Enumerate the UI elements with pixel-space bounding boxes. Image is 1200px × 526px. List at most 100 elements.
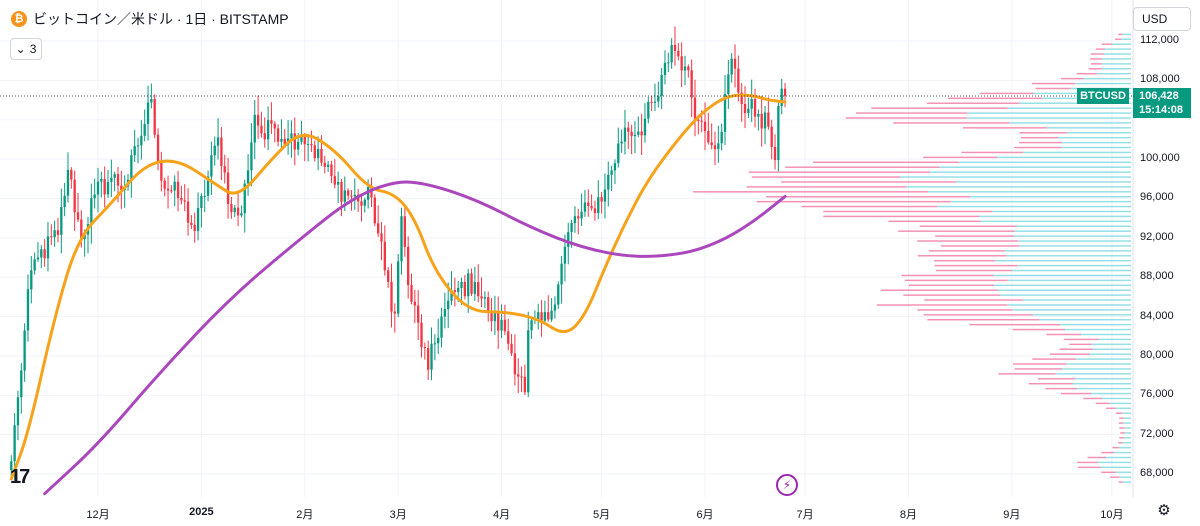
volume-profile-bar-up xyxy=(1123,437,1131,439)
volume-profile-bar-down xyxy=(926,102,1020,104)
gear-icon[interactable]: ⚙ xyxy=(1157,502,1171,519)
volume-profile-bar-down xyxy=(917,309,1013,311)
tradingview-logo[interactable]: 17 xyxy=(10,466,30,488)
volume-profile-bar-up xyxy=(900,176,1131,178)
indicators-toggle-button[interactable]: ⌄ 3 xyxy=(10,38,42,60)
volume-profile-bar-up xyxy=(1046,127,1131,129)
volume-profile-bar-up xyxy=(997,289,1131,291)
volume-profile-bar-down xyxy=(1087,456,1107,459)
volume-profile-bar-down xyxy=(1032,358,1076,360)
candle-body xyxy=(233,207,236,213)
candle-body xyxy=(363,199,366,206)
candle-body xyxy=(783,88,787,96)
candle-body xyxy=(493,310,497,322)
candle-body xyxy=(276,128,280,142)
candle-body xyxy=(30,270,33,290)
volume-profile-bar-down xyxy=(1119,437,1124,439)
time-tick-label: 9月 xyxy=(1003,509,1021,521)
volume-profile-bar-up xyxy=(1122,481,1131,483)
candle-body xyxy=(200,196,203,209)
candle-body xyxy=(173,181,176,191)
volume-profile-bar-up xyxy=(1122,412,1131,414)
candle-body xyxy=(116,174,120,186)
volume-profile-bar-down xyxy=(917,240,1019,242)
candle-body xyxy=(163,180,166,189)
grid xyxy=(0,0,1133,497)
candle-body xyxy=(283,138,286,145)
candle-body xyxy=(16,397,20,426)
volume-profile-bar-up xyxy=(1007,107,1131,109)
candle-body xyxy=(513,353,517,375)
time-tick-label: 2025 xyxy=(189,506,214,518)
price-tick-label: 112,000 xyxy=(1140,34,1179,46)
candle-body xyxy=(316,148,320,159)
candle-body xyxy=(166,188,170,191)
candle-body xyxy=(473,282,477,294)
candle-body xyxy=(687,66,690,71)
candle-body xyxy=(96,181,100,195)
symbol-title[interactable]: ビットコイン／米ドル · 1日 · BITSTAMP xyxy=(33,11,289,27)
volume-profile-bar-up xyxy=(1016,225,1131,227)
volume-profile-bar-down xyxy=(1045,387,1077,390)
volume-profile-bar-up xyxy=(980,220,1131,223)
price-tick-label: 88,000 xyxy=(1140,270,1174,283)
price-tick-label: 100,000 xyxy=(1140,152,1180,165)
candle-body xyxy=(66,169,70,196)
volume-profile-bar-up xyxy=(1018,240,1131,242)
volume-profile-bar-down xyxy=(908,284,994,287)
lightning-icon[interactable]: ⚡ xyxy=(776,474,798,496)
candle-body xyxy=(713,145,717,150)
candle-body xyxy=(260,125,263,134)
candle-body xyxy=(600,197,603,202)
volume-profile-bar-up xyxy=(939,166,1131,168)
volume-profile-bar-up xyxy=(1019,102,1131,104)
candle-body xyxy=(730,58,733,75)
candle-body xyxy=(620,141,623,144)
volume-profile-bar-up xyxy=(1081,333,1131,336)
candle-body xyxy=(443,309,447,317)
candle-body xyxy=(663,62,667,75)
volume-profile-bar-up xyxy=(1058,136,1131,139)
candle-body xyxy=(90,198,93,225)
candle-body xyxy=(500,319,503,331)
candle-body xyxy=(720,131,723,144)
time-tick-label: 10月 xyxy=(1100,509,1124,521)
candle-body xyxy=(770,126,773,148)
candle-body xyxy=(390,281,393,312)
candle-body xyxy=(413,301,417,306)
candle-body xyxy=(296,141,300,150)
volume-profile-bar-up xyxy=(1006,255,1131,257)
volume-profile-bar-down xyxy=(1101,471,1116,473)
volume-profile-bar-down xyxy=(927,319,1040,321)
candle-body xyxy=(503,319,507,332)
volume-profile-bar-down xyxy=(1118,442,1123,444)
candle-body xyxy=(146,102,150,125)
candle-body xyxy=(627,127,630,132)
volume-profile-bar-down xyxy=(898,230,1015,232)
volume-profile-bar-down xyxy=(1059,348,1093,350)
volume-profile-bar-up xyxy=(1092,348,1131,350)
candle-body xyxy=(697,119,700,121)
volume-profile-bar-up xyxy=(937,205,1131,208)
candle-body xyxy=(313,145,316,159)
price-tick-label: 108,000 xyxy=(1140,73,1180,86)
candle-body xyxy=(750,99,753,109)
candle-body xyxy=(587,202,590,207)
symbol-price-tag: BTCUSD xyxy=(1077,88,1129,104)
currency-button[interactable]: USD xyxy=(1133,7,1191,31)
time-tick-label: 12月 xyxy=(86,509,110,521)
time-tick-label: 6月 xyxy=(696,509,714,521)
candle-body xyxy=(330,164,333,177)
volume-profile-bar-up xyxy=(1102,63,1131,65)
candle-body xyxy=(657,96,660,102)
volume-profile-bar-down xyxy=(1118,422,1124,424)
candle-body xyxy=(103,179,106,195)
candle-body xyxy=(263,133,266,140)
volume-profile-bar-down xyxy=(1069,343,1092,346)
candle-body xyxy=(76,212,80,220)
candle-body xyxy=(447,300,450,310)
candle-body xyxy=(43,249,46,259)
candle-body xyxy=(427,348,430,370)
candle-body xyxy=(550,310,553,320)
